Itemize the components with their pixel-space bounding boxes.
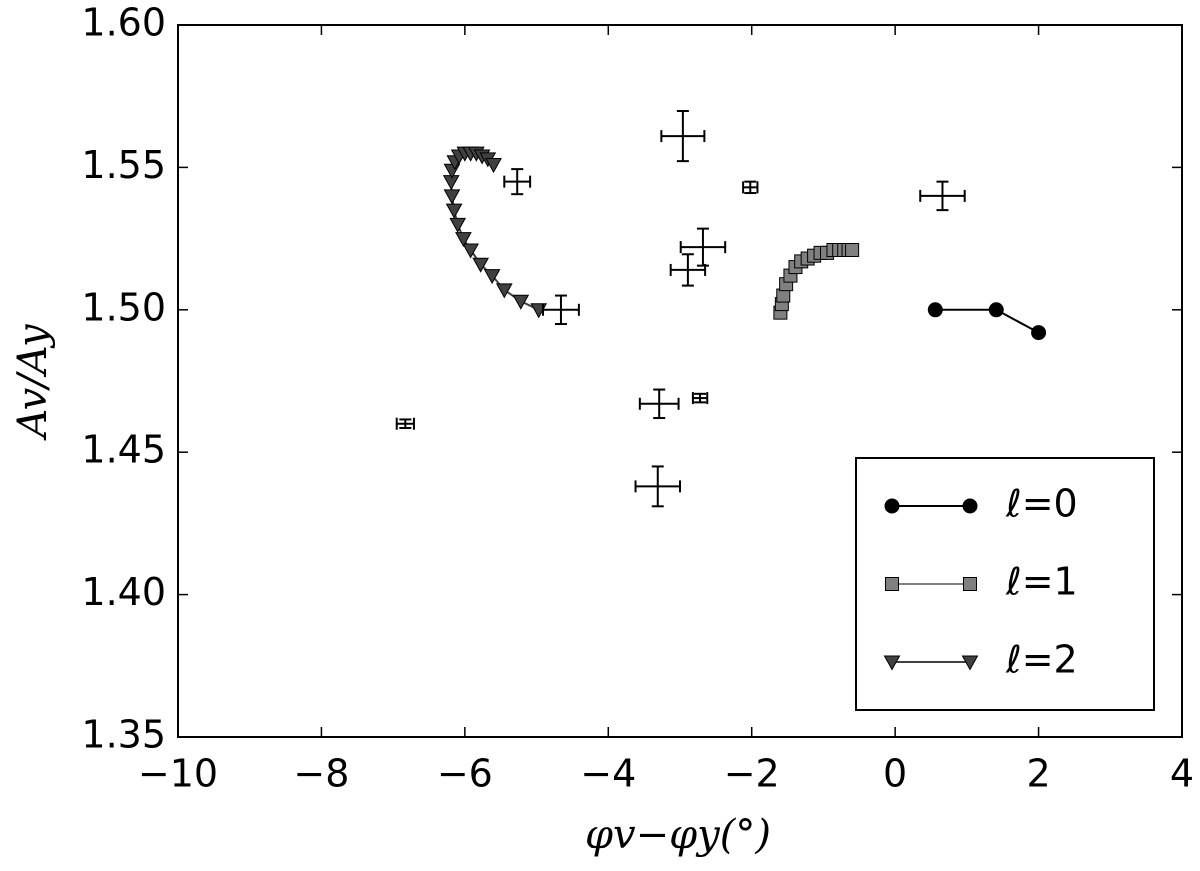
x-tick-label: 0 (883, 752, 907, 796)
legend-label: ℓ=1 (1005, 560, 1078, 604)
point (445, 203, 463, 219)
point (443, 189, 461, 205)
legend-marker (884, 498, 900, 514)
point (472, 257, 489, 273)
legend-marker (962, 498, 978, 514)
y-axis-label: Av/Ay (10, 323, 56, 442)
point (845, 242, 860, 257)
y-tick-label: 1.45 (81, 428, 166, 472)
point (988, 302, 1004, 318)
legend-label: ℓ=2 (1005, 638, 1078, 682)
point (485, 158, 502, 174)
x-tick-label: −8 (293, 752, 349, 796)
point (512, 294, 530, 310)
legend-marker (885, 577, 899, 591)
legend-marker (963, 577, 977, 591)
y-tick-label: 1.60 (81, 1, 166, 45)
legend-label: ℓ=0 (1005, 482, 1078, 526)
x-axis-label: φv−φy(°) (585, 812, 771, 858)
point (1031, 325, 1047, 341)
x-tick-label: −2 (724, 752, 780, 796)
point (462, 243, 479, 259)
point (927, 302, 943, 318)
y-tick-label: 1.55 (81, 143, 166, 187)
point (495, 283, 513, 299)
point (455, 232, 472, 248)
x-tick-label: −6 (437, 752, 493, 796)
x-tick-label: 2 (1026, 752, 1050, 796)
point (442, 175, 460, 191)
x-tick-label: −4 (580, 752, 636, 796)
point (449, 217, 467, 233)
y-tick-label: 1.40 (81, 570, 166, 614)
y-tick-label: 1.50 (81, 285, 166, 329)
x-tick-label: 4 (1170, 752, 1194, 796)
series-line (935, 308, 1040, 334)
series-line (450, 152, 540, 311)
plot-frame (177, 24, 1183, 738)
y-tick-label: 1.35 (81, 713, 166, 757)
legend-marker (883, 655, 901, 671)
point (483, 269, 501, 285)
x-tick-label: −10 (138, 752, 218, 796)
legend-marker (961, 655, 979, 671)
